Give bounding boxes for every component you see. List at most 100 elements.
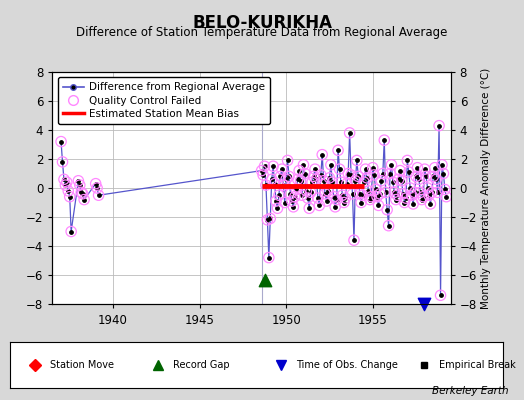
Point xyxy=(428,189,436,196)
Point xyxy=(263,217,271,223)
Point xyxy=(279,182,288,188)
Point xyxy=(410,189,419,196)
Point xyxy=(381,189,390,196)
Point xyxy=(433,189,442,196)
Point xyxy=(93,185,101,191)
Point xyxy=(402,195,410,201)
Point xyxy=(307,189,315,196)
Point xyxy=(356,191,364,197)
Point xyxy=(322,198,331,204)
Point xyxy=(413,164,422,171)
Point xyxy=(285,173,293,180)
Text: Empirical Break: Empirical Break xyxy=(439,360,516,370)
Point xyxy=(331,204,340,210)
Point xyxy=(79,191,87,197)
Point xyxy=(367,194,376,200)
Point xyxy=(422,173,430,180)
Point xyxy=(297,178,305,184)
Point xyxy=(420,166,429,172)
Legend: Difference from Regional Average, Quality Control Failed, Estimated Station Mean: Difference from Regional Average, Qualit… xyxy=(58,77,270,124)
Point xyxy=(435,122,443,129)
Point xyxy=(75,182,84,188)
Point xyxy=(58,159,67,165)
Point xyxy=(387,162,396,168)
Point xyxy=(326,162,335,168)
Point xyxy=(379,170,387,177)
Point xyxy=(308,179,316,185)
Point xyxy=(316,172,325,178)
Point xyxy=(403,157,411,164)
Point xyxy=(348,191,357,197)
Point xyxy=(64,188,72,194)
Point xyxy=(303,195,312,201)
Point xyxy=(347,172,355,178)
Point xyxy=(268,176,276,182)
Point xyxy=(292,186,300,193)
Point xyxy=(331,204,340,210)
Point xyxy=(374,202,383,209)
Point xyxy=(396,167,405,174)
Point xyxy=(391,196,400,203)
Point xyxy=(291,194,299,200)
Point xyxy=(324,188,332,194)
Point xyxy=(436,292,445,298)
Point xyxy=(376,191,384,197)
Text: 1955: 1955 xyxy=(358,314,388,327)
Point xyxy=(286,191,294,197)
Point xyxy=(66,194,74,200)
Point xyxy=(397,178,406,184)
Point xyxy=(269,163,277,170)
Point xyxy=(353,157,361,164)
Point xyxy=(286,191,294,197)
Point xyxy=(330,194,338,200)
Point xyxy=(325,175,334,181)
Point xyxy=(309,173,318,180)
Point xyxy=(431,164,439,171)
Point xyxy=(380,137,388,143)
Point xyxy=(320,178,328,184)
Point xyxy=(423,185,432,191)
Point xyxy=(77,189,85,196)
Point xyxy=(357,199,365,206)
Point xyxy=(366,196,374,203)
Point xyxy=(337,179,345,185)
Point xyxy=(389,179,397,185)
Point xyxy=(412,173,420,180)
Point xyxy=(383,206,391,213)
Point xyxy=(272,198,280,204)
Point xyxy=(402,195,410,201)
Point xyxy=(80,196,89,203)
Point xyxy=(416,189,424,196)
Point xyxy=(328,179,336,185)
Point xyxy=(274,205,282,212)
Point xyxy=(350,237,358,243)
Point xyxy=(75,182,84,188)
Point xyxy=(67,228,75,235)
Point xyxy=(280,199,289,206)
Text: Difference of Station Temperature Data from Regional Average: Difference of Station Temperature Data f… xyxy=(77,26,447,39)
Point xyxy=(92,180,100,187)
Point xyxy=(288,198,296,204)
Point xyxy=(341,195,350,201)
Point xyxy=(79,191,87,197)
Point xyxy=(368,164,377,171)
Point xyxy=(308,179,316,185)
Point xyxy=(432,176,440,182)
Point xyxy=(340,199,348,206)
Point xyxy=(351,178,359,184)
Point xyxy=(391,196,400,203)
Text: 1940: 1940 xyxy=(98,314,128,327)
Point xyxy=(409,201,417,207)
Point xyxy=(438,162,446,168)
Point xyxy=(344,170,352,177)
Point xyxy=(396,167,405,174)
Point xyxy=(385,222,393,229)
Point xyxy=(260,163,269,170)
Point xyxy=(405,169,413,175)
Point xyxy=(423,185,432,191)
Point xyxy=(400,199,409,206)
Point xyxy=(353,157,361,164)
Point xyxy=(289,204,298,210)
Point xyxy=(390,189,399,196)
Point xyxy=(94,192,103,198)
